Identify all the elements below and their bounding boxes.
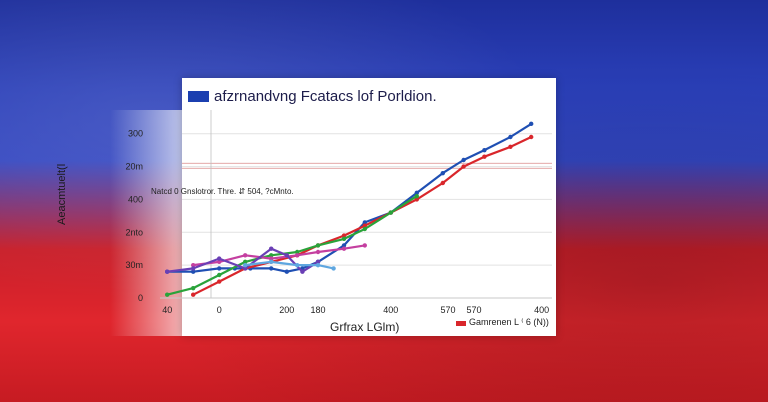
data-point <box>508 144 513 150</box>
data-point <box>269 246 274 251</box>
chart-annotation: Natcd 0 Gnslotror. Thre. ⇵ 504, ?cMnto. <box>151 187 294 196</box>
x-tick-label: 40 <box>162 305 172 315</box>
x-tick-label: 570 <box>440 305 455 315</box>
legend-entry: Gamrenen L ⁽ 6 (N)) <box>469 317 549 327</box>
data-point <box>284 253 289 258</box>
data-point <box>217 266 222 271</box>
data-point <box>269 259 274 265</box>
data-point <box>269 253 274 258</box>
legend-swatch <box>456 321 466 326</box>
data-point <box>243 266 248 271</box>
data-point <box>284 269 289 274</box>
series-line-2 <box>192 136 532 296</box>
x-tick-label: 570 <box>466 305 481 315</box>
data-point <box>191 292 196 297</box>
data-point <box>243 259 248 265</box>
data-point <box>315 243 321 248</box>
data-point <box>341 243 347 248</box>
data-point <box>529 121 534 127</box>
data-point <box>269 266 274 271</box>
data-point <box>414 193 419 199</box>
y-tick-label: 30m <box>125 260 143 270</box>
data-point <box>508 134 513 140</box>
data-point <box>295 249 300 255</box>
data-point <box>300 269 305 274</box>
data-point <box>217 279 222 284</box>
data-point <box>191 262 196 268</box>
chart-title: afzrnandvng Fcatacs lof Porldion. <box>214 88 437 105</box>
y-tick-label: 0 <box>138 293 143 303</box>
data-point <box>414 190 419 196</box>
title-legend-swatch-icon <box>188 91 209 102</box>
data-point <box>362 243 367 248</box>
data-point <box>461 164 466 169</box>
data-point <box>362 223 367 228</box>
data-point <box>191 266 196 271</box>
data-point <box>315 262 321 268</box>
data-point <box>165 292 170 297</box>
data-point <box>362 220 367 225</box>
chart-panel <box>182 78 556 336</box>
data-point <box>461 157 466 163</box>
y-tick-label: 400 <box>128 194 143 204</box>
data-point <box>388 210 393 215</box>
data-point <box>295 262 300 268</box>
data-point <box>315 249 321 255</box>
data-point <box>165 269 170 274</box>
x-tick-label: 200 <box>279 305 294 315</box>
data-point <box>191 285 196 291</box>
x-tick-label: 400 <box>534 305 549 315</box>
data-point <box>217 272 222 278</box>
y-tick-label: 2nto <box>125 227 143 237</box>
series-line-1 <box>167 122 532 273</box>
data-point <box>315 259 321 265</box>
series-line-5 <box>167 247 319 273</box>
data-point <box>217 259 222 265</box>
data-point <box>482 147 487 153</box>
data-point <box>440 180 445 186</box>
data-point <box>482 154 487 159</box>
data-point <box>362 226 367 232</box>
data-point <box>217 256 222 261</box>
y-tick-label: 300 <box>128 129 143 139</box>
data-point <box>440 170 445 176</box>
data-point <box>191 269 196 274</box>
series-line-3 <box>166 195 418 296</box>
data-point <box>529 134 534 140</box>
x-tick-label: 180 <box>310 305 325 315</box>
data-point <box>341 246 347 251</box>
x-axis-label: Grfrax LGlm) <box>330 320 400 334</box>
data-point <box>243 262 248 268</box>
x-tick-label: 0 <box>217 305 222 315</box>
data-point <box>269 256 274 261</box>
x-tick-label: 400 <box>383 305 398 315</box>
data-point <box>331 266 336 271</box>
data-point <box>295 253 300 258</box>
y-tick-label: 20m <box>125 162 143 172</box>
data-point <box>341 233 347 238</box>
data-point <box>243 253 248 258</box>
y-axis-label: Aeacmtuelt(l <box>56 163 68 225</box>
data-point <box>341 236 347 242</box>
data-point <box>414 197 419 202</box>
